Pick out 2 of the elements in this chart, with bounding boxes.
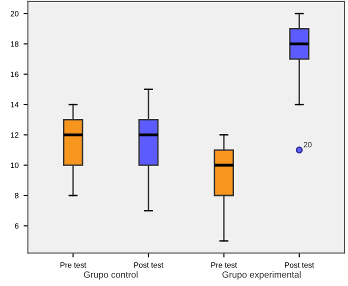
text: Grupo experimental <box>222 271 301 280</box>
text: Grupo control <box>84 271 138 280</box>
